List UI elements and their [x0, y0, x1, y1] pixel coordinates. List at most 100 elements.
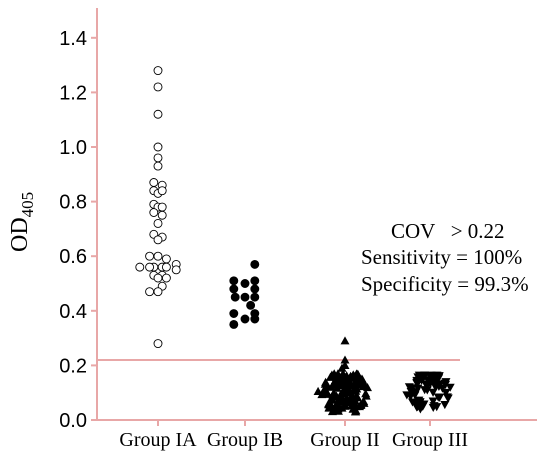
group-ia-point — [153, 273, 163, 283]
group-ia-point — [161, 273, 171, 283]
group-ib-point — [229, 309, 239, 318]
group-iii-point — [419, 400, 429, 409]
group-ib-point — [229, 320, 239, 329]
group-ii-point — [323, 399, 333, 408]
group-ia-point — [153, 142, 163, 152]
y-ticks: 0.0 0.2 0.4 0.6 0.8 1.0 1.2 1.4 — [59, 28, 97, 432]
group-ia-point — [153, 287, 163, 297]
x-tick-label: Group III — [392, 429, 468, 451]
x-tick-labels: Group IA Group IB Group II Group III — [119, 420, 468, 451]
y-axis-label: OD405 — [7, 192, 37, 252]
group-ib-point — [250, 314, 260, 324]
group-ia-point — [149, 208, 159, 217]
group-iii-point — [414, 376, 424, 386]
group-iii-point — [441, 378, 451, 387]
group-ib-point — [229, 276, 239, 286]
group-ii-point — [329, 390, 339, 399]
group-iii-point — [435, 393, 445, 402]
group-ii-point — [359, 396, 369, 406]
annotation-specificity: Specificity = 99.3% — [361, 272, 529, 296]
group-iii-point — [429, 380, 439, 389]
group-iii-point — [408, 398, 418, 407]
group-ii-point — [340, 355, 350, 364]
group-ib-point — [250, 276, 260, 286]
group-ia-point — [153, 218, 163, 228]
group-ii-point — [332, 404, 342, 413]
group-ib-point — [240, 292, 250, 302]
group-iii-point — [406, 387, 416, 397]
group-iii-point — [420, 386, 430, 395]
group-ia-point — [171, 265, 181, 275]
annotation-sensitivity: Sensitivity = 100% — [361, 245, 522, 269]
group-ib-point — [229, 284, 239, 294]
group-ib-point — [250, 292, 260, 302]
group-ii-point — [349, 403, 359, 412]
group-ia-point — [145, 287, 155, 297]
x-tick-label: Group IA — [119, 429, 197, 451]
group-ia-point — [153, 235, 163, 245]
y-tick-label: 1.4 — [59, 28, 87, 50]
annotation-cov: COV > 0.22 — [391, 219, 505, 243]
group-iii-point — [441, 388, 451, 397]
y-tick-label: 1.2 — [59, 82, 87, 104]
y-tick-label: 0.0 — [59, 410, 87, 432]
group-ii-point — [337, 363, 347, 372]
group-ib-point — [250, 284, 260, 294]
group-ia-point — [157, 202, 167, 212]
group-ii-point — [356, 378, 366, 387]
group-ii-point — [352, 384, 362, 393]
group-iii-point — [420, 371, 430, 380]
group-ib-point — [230, 292, 240, 302]
group-iii-point — [428, 397, 438, 406]
x-tick-label: Group IB — [207, 429, 283, 451]
group-ii-point — [353, 370, 363, 379]
group-ia-point — [145, 251, 155, 261]
group-ia-point — [153, 161, 163, 171]
group-iii-point — [428, 388, 438, 397]
group-iii-point — [445, 383, 455, 392]
group-ib-point — [240, 279, 250, 288]
group-ia-point — [161, 254, 171, 264]
group-ii-point — [327, 407, 337, 416]
group-ia-point — [161, 262, 171, 272]
group-ii-point — [362, 382, 372, 392]
group-iii-point — [402, 391, 412, 400]
y-tick-label: 0.6 — [59, 246, 87, 268]
group-ii-point — [346, 380, 356, 389]
group-ia-point — [153, 66, 163, 76]
group-ii-point — [340, 336, 350, 345]
group-iii-point — [432, 403, 442, 412]
group-ii-point — [321, 377, 331, 386]
group-ib-point — [246, 300, 256, 310]
group-ia-point — [153, 251, 163, 261]
group-ia-point — [153, 339, 163, 349]
group-ii-point — [338, 396, 348, 405]
group-ia-point — [145, 262, 155, 272]
group-iii-point — [434, 372, 444, 381]
group-ia-point — [153, 82, 163, 92]
group-ii-point — [329, 369, 339, 378]
group-ii-point — [339, 389, 349, 398]
group-ii-point — [317, 390, 327, 399]
group-ia-point — [153, 153, 163, 163]
y-tick-label: 1.0 — [59, 137, 87, 159]
group-iii-point — [412, 403, 422, 412]
group-ii-point — [350, 376, 360, 385]
group-iii-point — [440, 401, 450, 410]
group-ia-point — [153, 109, 163, 119]
group-ib-point — [250, 259, 260, 269]
group-ii-point — [347, 395, 357, 404]
y-tick-label: 0.8 — [59, 192, 87, 214]
y-tick-label: 0.2 — [59, 355, 87, 377]
x-tick-label: Group II — [310, 429, 379, 451]
group-ia-point — [157, 210, 167, 220]
group-ii-point — [361, 389, 371, 398]
group-ia-point — [157, 186, 167, 196]
group-ia-point — [149, 178, 159, 187]
y-tick-label: 0.4 — [59, 301, 87, 323]
group-ib-point — [240, 314, 250, 324]
group-ia-point — [135, 262, 145, 272]
data-points — [135, 66, 455, 416]
group-ii-point — [338, 369, 348, 378]
